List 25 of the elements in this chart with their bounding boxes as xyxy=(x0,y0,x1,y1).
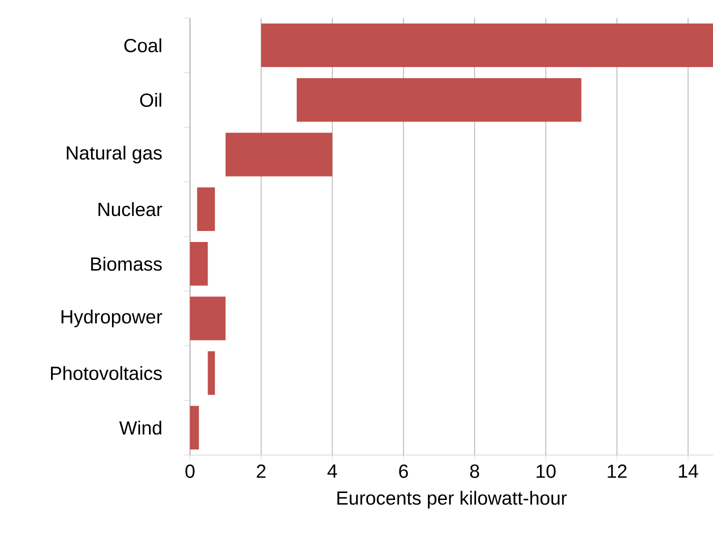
x-tick-label: 0 xyxy=(185,464,195,478)
bar xyxy=(190,406,199,450)
x-tick-label: 14 xyxy=(678,464,698,478)
x-tick-label: 4 xyxy=(327,464,338,478)
y-tick-label: Hydropower xyxy=(62,310,162,328)
y-tick-label: Photovoltaics xyxy=(51,366,162,380)
y-tick-label: Wind xyxy=(119,420,162,435)
bar xyxy=(226,132,332,176)
y-tick-label: Oil xyxy=(140,92,162,107)
x-tick-label: 6 xyxy=(399,464,408,478)
y-tick-label: Biomass xyxy=(91,256,162,271)
bar xyxy=(197,187,215,232)
x-tick-label: 10 xyxy=(536,464,556,478)
x-tick-label: 12 xyxy=(608,464,627,478)
bar xyxy=(190,242,208,286)
y-tick-label: Nuclear xyxy=(98,202,162,216)
bar xyxy=(208,351,215,395)
y-tick-label: Natural gas xyxy=(66,146,162,164)
bar xyxy=(190,296,226,340)
x-axis-title: Eurocents per kilowatt-hour xyxy=(337,490,567,509)
x-tick-label: 8 xyxy=(470,464,480,478)
x-tick-label: 2 xyxy=(256,464,266,478)
bar xyxy=(296,78,582,122)
bar xyxy=(261,23,713,68)
y-tick-label: Coal xyxy=(124,38,162,52)
